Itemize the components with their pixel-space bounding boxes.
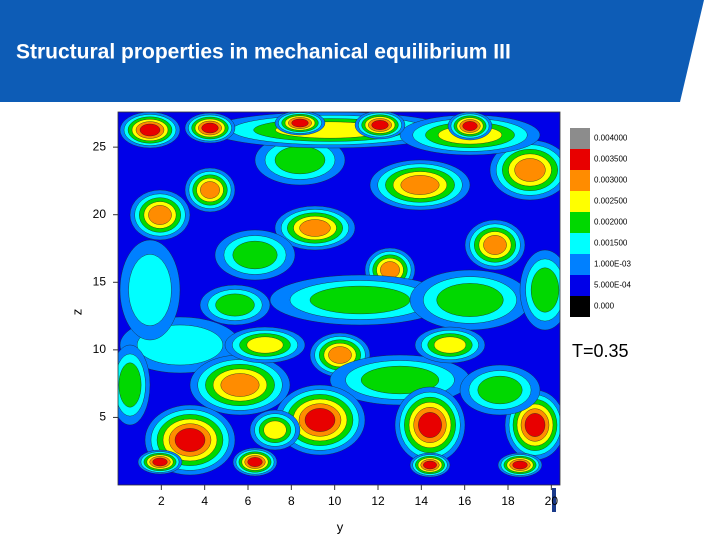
y-tick-label: 25: [93, 139, 107, 153]
contour-region: [309, 285, 411, 315]
contour-region: [423, 460, 437, 470]
x-tick-label: 16: [458, 494, 472, 508]
y-tick-label: 15: [93, 274, 107, 288]
contour-region: [371, 120, 389, 130]
contour-region: [118, 362, 142, 408]
contour-region: [220, 373, 260, 397]
contour-region: [246, 336, 284, 354]
contour-region: [524, 413, 546, 437]
contour-region: [274, 145, 326, 175]
temperature-label: T=0.35: [572, 341, 629, 361]
plot-frame: [117, 111, 561, 486]
contour-region: [328, 346, 352, 364]
contour-region: [512, 460, 528, 470]
contour-region: [418, 412, 442, 438]
contour-region: [483, 235, 507, 255]
colorbar-swatch: [570, 254, 590, 275]
contour-region: [152, 457, 168, 467]
x-tick-label: 20: [545, 494, 559, 508]
x-tick-label: 14: [415, 494, 429, 508]
contour-region: [215, 293, 255, 317]
colorbar-label: 0.001500: [594, 239, 628, 248]
header-banner: [0, 0, 704, 102]
x-tick-label: 12: [371, 494, 385, 508]
colorbar-swatch: [570, 212, 590, 233]
y-tick-label: 5: [99, 410, 106, 424]
contour-region: [304, 408, 336, 432]
x-tick-label: 8: [288, 494, 295, 508]
contour-region: [148, 205, 172, 225]
x-tick-label: 6: [245, 494, 252, 508]
x-tick-label: 4: [201, 494, 208, 508]
contour-region: [514, 158, 546, 182]
x-axis-label: y: [337, 519, 344, 534]
y-tick-label: 10: [93, 342, 107, 356]
colorbar-swatch: [570, 149, 590, 170]
colorbar-swatch: [570, 191, 590, 212]
colorbar-label: 0.003500: [594, 155, 628, 164]
contour-field: [118, 112, 560, 485]
contour-region: [139, 123, 161, 137]
colorbar-label: 0.003000: [594, 176, 628, 185]
contour-region: [436, 283, 504, 317]
contour-region: [263, 420, 287, 440]
marker: [552, 488, 556, 512]
contour-region: [299, 219, 331, 237]
colorbar-swatch: [570, 128, 590, 149]
colorbar-label: 0.000: [594, 302, 615, 311]
contour-region: [400, 175, 440, 195]
contour-region: [128, 254, 172, 326]
y-axis-label: z: [69, 309, 84, 316]
colorbar-swatch: [570, 296, 590, 317]
colorbar-label: 5.000E-04: [594, 281, 631, 290]
colorbar-swatch: [570, 275, 590, 296]
y-tick-label: 20: [93, 207, 107, 221]
contour-region: [200, 181, 220, 199]
contour-region: [477, 375, 523, 405]
x-tick-label: 10: [328, 494, 342, 508]
x-tick-label: 18: [501, 494, 515, 508]
contour-region: [462, 121, 478, 131]
contour-region: [291, 118, 309, 128]
slide-title: Structural properties in mechanical equi…: [16, 41, 511, 64]
colorbar-label: 0.002500: [594, 197, 628, 206]
colorbar-label: 0.002000: [594, 218, 628, 227]
contour-region: [247, 457, 263, 467]
contour-region: [174, 428, 206, 452]
x-tick-label: 2: [158, 494, 165, 508]
contour-region: [360, 365, 440, 395]
contour-region: [433, 336, 467, 354]
contour-region: [201, 122, 219, 134]
colorbar-label: 0.004000: [594, 134, 628, 143]
contour-region: [530, 267, 560, 313]
colorbar-swatch: [570, 233, 590, 254]
colorbar-swatch: [570, 170, 590, 191]
colorbar-label: 1.000E-03: [594, 260, 631, 269]
contour-region: [232, 240, 278, 270]
